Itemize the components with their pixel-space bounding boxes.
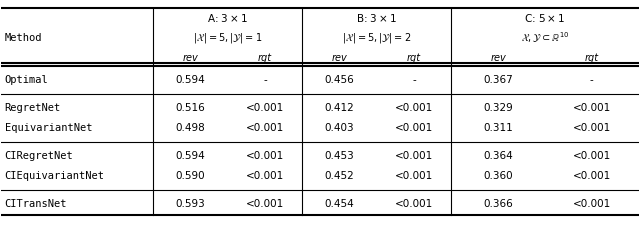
Text: <0.001: <0.001 <box>395 199 433 209</box>
Text: 0.366: 0.366 <box>483 199 513 209</box>
Text: rgt: rgt <box>258 53 272 63</box>
Text: 0.311: 0.311 <box>483 123 513 133</box>
Text: -: - <box>263 75 267 85</box>
Text: 0.456: 0.456 <box>324 75 355 85</box>
Text: rev: rev <box>332 53 348 63</box>
Text: <0.001: <0.001 <box>573 123 611 133</box>
Text: 0.590: 0.590 <box>175 171 205 181</box>
Text: <0.001: <0.001 <box>246 171 284 181</box>
Text: <0.001: <0.001 <box>246 103 284 113</box>
Text: Method: Method <box>4 33 42 43</box>
Text: $\mathcal{X}, \mathcal{Y} \subset \mathbb{R}^{10}$: $\mathcal{X}, \mathcal{Y} \subset \mathb… <box>521 31 569 45</box>
Text: C: $5 \times 1$: C: $5 \times 1$ <box>524 12 566 24</box>
Text: 0.412: 0.412 <box>324 103 355 113</box>
Text: $|\mathcal{X}|=5, |\mathcal{Y}|=1$: $|\mathcal{X}|=5, |\mathcal{Y}|=1$ <box>193 31 262 45</box>
Text: -: - <box>590 75 594 85</box>
Text: RegretNet: RegretNet <box>4 103 61 113</box>
Text: <0.001: <0.001 <box>246 123 284 133</box>
Text: <0.001: <0.001 <box>246 199 284 209</box>
Text: rev: rev <box>182 53 198 63</box>
Text: rev: rev <box>490 53 506 63</box>
Text: Optimal: Optimal <box>4 75 49 85</box>
Text: 0.360: 0.360 <box>483 171 513 181</box>
Text: CITransNet: CITransNet <box>4 199 67 209</box>
Text: B: $3 \times 1$: B: $3 \times 1$ <box>356 12 397 24</box>
Text: $|\mathcal{X}|=5, |\mathcal{Y}|=2$: $|\mathcal{X}|=5, |\mathcal{Y}|=2$ <box>342 31 412 45</box>
Text: 0.367: 0.367 <box>483 75 513 85</box>
Text: 0.452: 0.452 <box>324 171 355 181</box>
Text: 0.329: 0.329 <box>483 103 513 113</box>
Text: 0.403: 0.403 <box>324 123 355 133</box>
Text: 0.594: 0.594 <box>175 151 205 161</box>
Text: rgt: rgt <box>407 53 421 63</box>
Text: <0.001: <0.001 <box>395 171 433 181</box>
Text: 0.593: 0.593 <box>175 199 205 209</box>
Text: <0.001: <0.001 <box>573 103 611 113</box>
Text: 0.454: 0.454 <box>324 199 355 209</box>
Text: <0.001: <0.001 <box>573 171 611 181</box>
Text: 0.516: 0.516 <box>175 103 205 113</box>
Text: <0.001: <0.001 <box>573 151 611 161</box>
Text: -: - <box>412 75 416 85</box>
Text: 0.498: 0.498 <box>175 123 205 133</box>
Text: rgt: rgt <box>585 53 599 63</box>
Text: A: $3 \times 1$: A: $3 \times 1$ <box>207 12 248 24</box>
Text: CIEquivariantNet: CIEquivariantNet <box>4 171 104 181</box>
Text: <0.001: <0.001 <box>246 151 284 161</box>
Text: <0.001: <0.001 <box>573 199 611 209</box>
Text: <0.001: <0.001 <box>395 103 433 113</box>
Text: 0.364: 0.364 <box>483 151 513 161</box>
Text: EquivariantNet: EquivariantNet <box>4 123 92 133</box>
Text: 0.594: 0.594 <box>175 75 205 85</box>
Text: <0.001: <0.001 <box>395 123 433 133</box>
Text: CIRegretNet: CIRegretNet <box>4 151 74 161</box>
Text: <0.001: <0.001 <box>395 151 433 161</box>
Text: 0.453: 0.453 <box>324 151 355 161</box>
